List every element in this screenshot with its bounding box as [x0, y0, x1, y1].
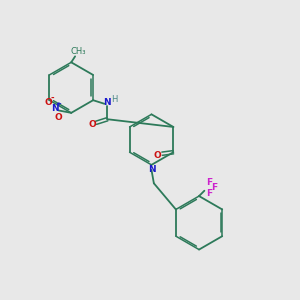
Text: O: O — [55, 112, 62, 122]
Text: H: H — [111, 94, 117, 103]
Text: F: F — [212, 183, 218, 192]
Text: F: F — [206, 189, 212, 198]
Text: +: + — [56, 101, 62, 107]
Text: O: O — [44, 98, 52, 106]
Text: O: O — [154, 151, 161, 160]
Text: N: N — [103, 98, 111, 107]
Text: O: O — [88, 120, 96, 129]
Text: F: F — [206, 178, 212, 187]
Text: N: N — [148, 165, 155, 174]
Text: CH₃: CH₃ — [70, 46, 86, 56]
Text: -: - — [50, 94, 54, 103]
Text: N: N — [51, 104, 59, 113]
